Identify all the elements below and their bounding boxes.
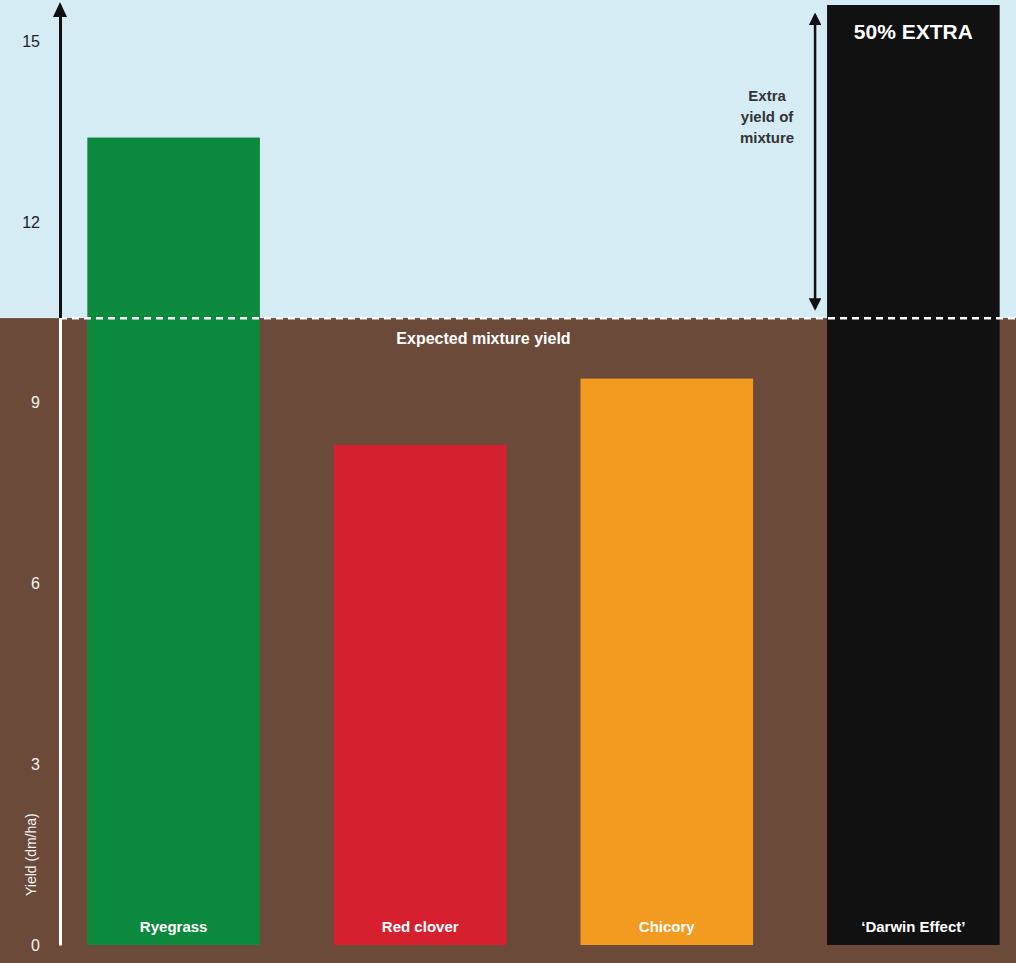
y-tick-label: 6: [31, 575, 40, 592]
x-tick: Red clover: [382, 918, 459, 945]
bar: [334, 445, 507, 945]
y-axis-title: Yield (dm/ha): [23, 813, 39, 896]
bar: [87, 138, 260, 945]
bar: [827, 5, 1000, 945]
x-tick: Chicory: [639, 918, 696, 945]
y-tick: 6: [31, 575, 60, 592]
extra-yield-arrow: [814, 15, 817, 308]
bar: [580, 379, 753, 945]
x-tick-label: Ryegrass: [140, 918, 208, 935]
x-tick-label: ‘Darwin Effect’: [861, 918, 965, 935]
y-tick: 15: [22, 33, 60, 50]
y-tick: 0: [31, 937, 60, 954]
x-tick: ‘Darwin Effect’: [861, 918, 965, 945]
bars: [87, 5, 999, 945]
y-tick: 3: [31, 756, 60, 773]
y-tick-label: 12: [22, 214, 40, 231]
y-tick: 9: [31, 394, 60, 411]
x-tick-label: Red clover: [382, 918, 459, 935]
y-tick-label: 0: [31, 937, 40, 954]
expected-yield-label: Expected mixture yield: [396, 330, 570, 347]
y-axis: 0 3 6 9 12 15: [22, 6, 60, 954]
y-tick-label: 9: [31, 394, 40, 411]
x-tick-label: Chicory: [639, 918, 696, 935]
expected-yield-line: [60, 317, 1016, 320]
x-tick: Ryegrass: [140, 918, 208, 945]
chart-svg: Expected mixture yield Extrayield ofmixtu…: [0, 0, 1016, 963]
x-axis: Ryegrass Red clover Chicory ‘Darwin Effect’: [140, 918, 966, 945]
chart-container: Expected mixture yield Extrayield ofmixtu…: [0, 0, 1016, 963]
y-tick: 12: [22, 214, 60, 231]
extra-percent-label: 50% EXTRA: [854, 20, 973, 43]
y-axis-arrowhead: [53, 2, 67, 17]
extra-yield-label: Extrayield ofmixture: [740, 87, 794, 146]
y-axis-line: [59, 6, 62, 946]
y-tick-label: 3: [31, 756, 40, 773]
y-tick-label: 15: [22, 33, 40, 50]
